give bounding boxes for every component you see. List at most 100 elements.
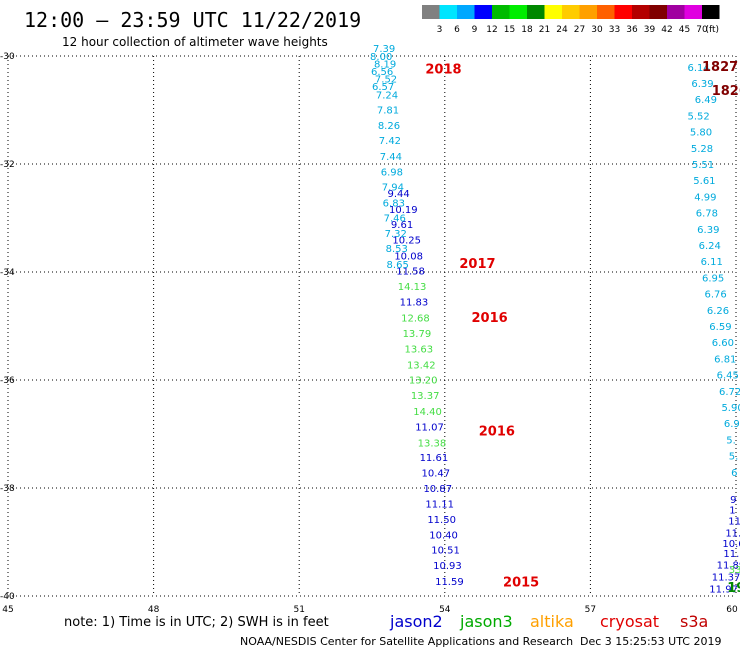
x-tick-label: 51 — [293, 605, 304, 615]
x-tick-label: 60 — [726, 605, 738, 615]
footer-credit: NOAA/NESDIS Center for Satellite Applica… — [240, 635, 573, 648]
colorbar-label: 21 — [539, 25, 550, 35]
wave-height-point: 9.61 — [391, 220, 413, 231]
colorbar-swatch — [439, 5, 457, 19]
wave-height-point: 5.80 — [690, 128, 712, 139]
wave-height-point: 11.33 — [723, 549, 740, 560]
track-time-label: 2017 — [459, 257, 495, 272]
wave-height-point: 10.47 — [422, 468, 451, 479]
y-tick-label: -40 — [0, 592, 15, 602]
colorbar-swatch — [702, 5, 720, 19]
track-labels: 2015 2016 2016 2017 2018 1827 1826 19 — [425, 60, 740, 596]
wave-height-point: 6.26 — [707, 306, 729, 317]
wave-height-point: 5.51 — [692, 160, 714, 171]
colorbar-swatch — [422, 5, 440, 19]
axis-ticks: 45 48 51 54 57 60 -30 -32 -34 -36 -38 -40 — [0, 52, 738, 615]
wave-height-point: 5. — [726, 435, 736, 446]
colorbar-unit: (ft) — [706, 25, 720, 35]
wave-height-point: 5.28 — [691, 144, 713, 155]
wave-height-point: 6.45 — [717, 371, 739, 382]
wave-height-point: 10.19 — [389, 205, 418, 216]
colorbar-swatch — [544, 5, 562, 19]
track-time-label: 19 — [727, 581, 740, 596]
wave-height-point: 6.72 — [719, 387, 740, 398]
wave-height-point: 6.9 — [724, 419, 740, 430]
x-tick-label: 45 — [2, 605, 13, 615]
wave-height-point: 13.20 — [409, 375, 438, 386]
colorbar-label: 18 — [521, 25, 533, 35]
wave-height-point: 6.98 — [381, 168, 403, 179]
footer-note: note: 1) Time is in UTC; 2) SWH is in fe… — [64, 615, 329, 630]
wave-height-point: 7.24 — [376, 90, 398, 101]
colorbar-swatch — [562, 5, 580, 19]
wave-height-point: 7.42 — [379, 136, 401, 147]
colorbar-label: 6 — [454, 25, 460, 35]
wave-height-point: 10.62 — [722, 539, 740, 550]
colorbar-label: 39 — [644, 25, 656, 35]
wave-height-point: 11.59 — [435, 577, 464, 588]
colorbar-swatch — [509, 5, 527, 19]
wave-height-point: 13.38 — [418, 439, 447, 450]
footer-timestamp: Dec 3 15:25:53 UTC 2019 — [580, 635, 721, 648]
wave-height-point: 13.37 — [411, 391, 440, 402]
legend-s3a: s3a — [680, 612, 708, 631]
wave-height-point: 10.08 — [394, 251, 423, 262]
colorbar-swatch — [684, 5, 702, 19]
satellite-legend: jason2 jason3 altika cryosat s3a — [389, 612, 708, 631]
wave-height-point: 6.59 — [709, 322, 731, 333]
wave-height-point: 6.57 — [372, 82, 394, 93]
wave-height-point: 6.78 — [696, 209, 718, 220]
colorbar-swatch — [597, 5, 615, 19]
colorbar-swatch — [474, 5, 492, 19]
y-tick-label: -30 — [0, 52, 15, 62]
legend-altika: altika — [530, 612, 574, 631]
colorbar: 3 6 9 12 15 18 21 24 27 30 33 36 39 42 45 70(ft) — [422, 5, 720, 35]
wave-height-point: 6.39 — [697, 225, 719, 236]
wave-height-point: 6.49 — [695, 95, 717, 106]
wave-height-point: 14.13 — [398, 282, 427, 293]
wave-height-point: 13.42 — [407, 360, 436, 371]
wave-height-point: 8.65 — [387, 260, 409, 271]
wave-height-point: 8.00 — [370, 52, 392, 63]
data-points: 11.59 10.93 10.51 10.40 11.50 11.11 10.87 10.47… — [370, 44, 740, 596]
wave-height-point: 11.50 — [427, 515, 456, 526]
colorbar-label: 42 — [661, 25, 672, 35]
wave-height-point: 7.81 — [377, 105, 399, 116]
colorbar-label: 36 — [626, 25, 638, 35]
colorbar-swatch — [649, 5, 667, 19]
x-tick-label: 54 — [439, 605, 451, 615]
colorbar-label: 33 — [609, 25, 620, 35]
colorbar-label: 12 — [486, 25, 497, 35]
wave-height-point: 5.90 — [721, 403, 740, 414]
wave-height-point: 8.53 — [386, 244, 408, 255]
wave-height-point: 6.11 — [701, 257, 723, 268]
wave-height-point: 11.61 — [420, 453, 449, 464]
wave-height-point: 6.24 — [699, 241, 721, 252]
wave-height-point: 6.56 — [371, 67, 393, 78]
colorbar-label: 3 — [437, 25, 443, 35]
y-tick-label: -38 — [0, 484, 15, 494]
wave-height-point: 5.52 — [687, 111, 709, 122]
wave-height-point: 7.32 — [385, 229, 407, 240]
colorbar-label: 15 — [504, 25, 515, 35]
colorbar-label: 70 — [696, 25, 708, 35]
wave-height-point: 11.37 — [712, 573, 740, 584]
colorbar-swatch — [492, 5, 510, 19]
wave-height-point: 10.40 — [429, 530, 458, 541]
grid-lines — [7, 55, 737, 597]
wave-height-point: 6.95 — [702, 273, 724, 284]
colorbar-swatch — [632, 5, 650, 19]
track-time-label: 1826 — [712, 84, 740, 99]
wave-height-point: 10.51 — [431, 546, 460, 557]
wave-height-point: 6.81 — [714, 354, 736, 365]
y-tick-label: -36 — [0, 376, 15, 386]
wave-height-point: 11.11 — [425, 500, 454, 511]
wave-height-point: 7.44 — [380, 152, 402, 163]
wave-height-point: 11. — [725, 528, 740, 539]
wave-height-point: 11.89 — [717, 561, 740, 572]
wave-height-point: 10.93 — [433, 561, 462, 572]
colorbar-swatch — [667, 5, 685, 19]
wave-height-point: 7.94 — [382, 183, 404, 194]
